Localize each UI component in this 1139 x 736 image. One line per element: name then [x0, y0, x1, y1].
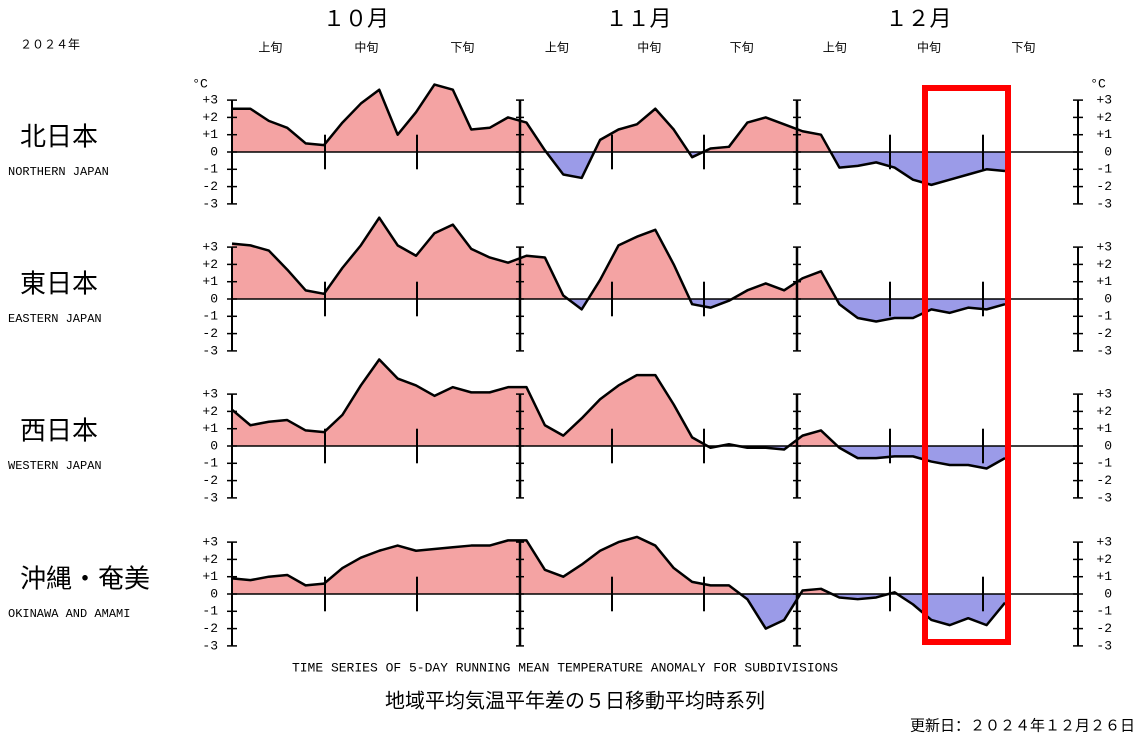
- y-tick-label: 0: [1104, 438, 1112, 453]
- y-tick-label: +2: [202, 404, 218, 419]
- y-tick-label: +3: [1096, 387, 1112, 402]
- y-tick-label: 0: [210, 438, 218, 453]
- period-label: 中旬: [917, 40, 941, 55]
- y-tick-label: -2: [202, 326, 218, 341]
- y-tick-label: +2: [202, 552, 218, 567]
- y-tick-label: +1: [1096, 421, 1112, 436]
- y-tick-label: -3: [202, 638, 218, 653]
- y-tick-label: +3: [1096, 93, 1112, 108]
- y-tick-label: -2: [1096, 179, 1112, 194]
- y-tick-label: -2: [1096, 326, 1112, 341]
- y-tick-label: +2: [1096, 257, 1112, 272]
- period-label: 上旬: [258, 41, 282, 55]
- region-subtitle: OKINAWA AND AMAMI: [8, 607, 130, 621]
- y-tick-label: -2: [202, 473, 218, 488]
- unit-label: °C: [192, 77, 208, 92]
- positive-area: [232, 217, 1005, 299]
- y-tick-label: -3: [1096, 343, 1112, 358]
- month-label: １０月: [323, 7, 389, 32]
- y-tick-label: 0: [210, 144, 218, 159]
- y-tick-label: +1: [202, 127, 218, 142]
- y-tick-label: +1: [202, 274, 218, 289]
- y-tick-label: +3: [1096, 240, 1112, 255]
- y-tick-label: -1: [1096, 456, 1112, 471]
- y-tick-label: +2: [202, 110, 218, 125]
- y-tick-label: -1: [202, 309, 218, 324]
- y-tick-label: -1: [202, 604, 218, 619]
- y-tick-label: +2: [1096, 110, 1112, 125]
- y-tick-label: -1: [1096, 162, 1112, 177]
- region-title: 東日本: [20, 270, 98, 300]
- positive-area: [232, 84, 1005, 152]
- y-tick-label: -3: [1096, 638, 1112, 653]
- y-tick-label: +3: [1096, 535, 1112, 550]
- period-label: 下旬: [450, 41, 474, 55]
- period-label: 上旬: [823, 41, 847, 55]
- period-label: 下旬: [730, 41, 754, 55]
- unit-label: °C: [1090, 77, 1106, 92]
- positive-area: [232, 536, 1005, 594]
- y-tick-label: +3: [202, 535, 218, 550]
- y-tick-label: -3: [1096, 490, 1112, 505]
- year-label: ２０２４年: [20, 38, 80, 52]
- y-tick-label: +1: [1096, 274, 1112, 289]
- y-tick-label: +1: [1096, 127, 1112, 142]
- anomaly-line: [231, 216, 1006, 323]
- y-tick-label: -1: [202, 456, 218, 471]
- region-subtitle: WESTERN JAPAN: [8, 459, 102, 473]
- y-tick-label: -2: [1096, 621, 1112, 636]
- y-tick-label: 0: [210, 586, 218, 601]
- region-subtitle: NORTHERN JAPAN: [8, 165, 109, 179]
- updated-date: 更新日：２０２４年１２月２６日: [910, 717, 1135, 735]
- highlight-box: [922, 85, 1011, 645]
- y-tick-label: +2: [1096, 552, 1112, 567]
- y-tick-label: 0: [1104, 586, 1112, 601]
- y-tick-label: -2: [202, 179, 218, 194]
- y-tick-label: +1: [202, 569, 218, 584]
- region-title: 西日本: [20, 417, 98, 447]
- y-tick-label: -1: [1096, 309, 1112, 324]
- anomaly-line: [231, 535, 1006, 630]
- period-label: 中旬: [354, 40, 378, 55]
- y-tick-label: +1: [202, 421, 218, 436]
- y-tick-label: -2: [1096, 473, 1112, 488]
- y-tick-label: -3: [202, 196, 218, 211]
- y-tick-label: +3: [202, 93, 218, 108]
- month-label: １２月: [885, 7, 951, 32]
- period-label: 中旬: [637, 40, 661, 55]
- caption-ja: 地域平均気温平年差の５日移動平均時系列: [385, 689, 765, 713]
- period-label: 下旬: [1011, 41, 1035, 55]
- caption-en: TIME SERIES OF 5-DAY RUNNING MEAN TEMPER…: [292, 660, 838, 675]
- positive-area: [232, 359, 1005, 446]
- y-tick-label: -3: [202, 343, 218, 358]
- anomaly-line: [232, 83, 1006, 187]
- y-tick-label: +2: [1096, 404, 1112, 419]
- region-subtitle: EASTERN JAPAN: [8, 312, 102, 326]
- month-label: １１月: [605, 7, 671, 32]
- y-tick-label: -1: [202, 162, 218, 177]
- y-tick-label: +3: [202, 240, 218, 255]
- y-tick-label: +3: [202, 387, 218, 402]
- period-label: 上旬: [545, 41, 569, 55]
- y-tick-label: -2: [202, 621, 218, 636]
- y-tick-label: 0: [1104, 291, 1112, 306]
- y-tick-label: -1: [1096, 604, 1112, 619]
- y-tick-label: 0: [1104, 144, 1112, 159]
- y-tick-label: +1: [1096, 569, 1112, 584]
- region-title: 北日本: [20, 123, 98, 153]
- region-title: 沖縄・奄美: [20, 565, 150, 595]
- anomaly-line: [231, 358, 1006, 470]
- y-tick-label: 0: [210, 291, 218, 306]
- y-tick-label: +2: [202, 257, 218, 272]
- y-tick-label: -3: [1096, 196, 1112, 211]
- y-tick-label: -3: [202, 490, 218, 505]
